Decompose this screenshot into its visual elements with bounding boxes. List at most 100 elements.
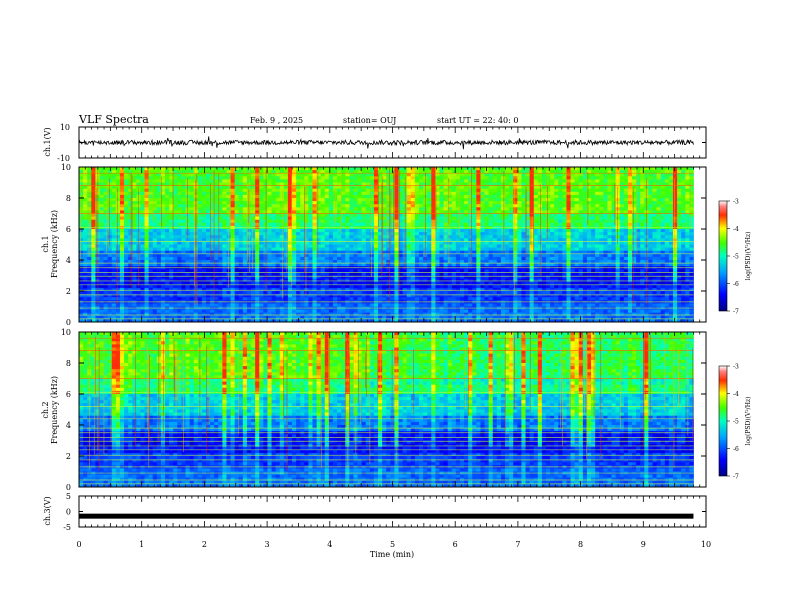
spectrogram-cell (238, 213, 244, 217)
spectrogram-cell (554, 229, 559, 233)
spectrogram-cell (468, 170, 473, 174)
spectrogram-cell (332, 247, 338, 252)
spectrogram-cell (210, 250, 215, 255)
spectrogram-cell (398, 201, 404, 205)
spectrogram-cell (189, 188, 195, 193)
spectrogram-cell (570, 253, 576, 258)
spectrogram-cell (83, 219, 88, 224)
spectrogram-cell (378, 235, 383, 239)
spectrogram-cell (472, 216, 477, 221)
spectrogram-cell (79, 216, 84, 221)
spectrogram-cell (545, 182, 551, 186)
spectrogram-cell (488, 213, 494, 217)
spectrogram-cell (177, 219, 182, 224)
spectrogram-cell (324, 241, 330, 245)
spectrogram-cell (361, 182, 367, 186)
spectrogram-cell (83, 213, 88, 217)
spectrogram-cell (603, 213, 608, 217)
spectrogram-cell (312, 213, 317, 217)
spectrogram-cell (222, 207, 227, 211)
spectrogram-cell (345, 222, 350, 227)
spectrogram-cell (197, 188, 203, 193)
spectrogram-cell (595, 167, 600, 171)
spectrogram-cell (410, 247, 416, 252)
spectrogram-cell (500, 179, 506, 183)
spectrogram-cell (79, 201, 84, 205)
spectrogram-cell (685, 182, 690, 186)
spectrogram-cell (369, 191, 375, 196)
spectrogram-cell (300, 201, 305, 205)
spectrogram-cell (177, 216, 182, 221)
spectrogram-cell (394, 250, 399, 255)
spectrogram-cell (324, 247, 330, 252)
spectrogram-cell (128, 201, 133, 205)
spectrogram-cell (173, 235, 178, 239)
spectrogram-cell (566, 216, 571, 221)
spectrogram-cell (87, 176, 92, 180)
spectrogram-cell (447, 179, 453, 183)
spectrogram-cell (513, 238, 518, 242)
spectrogram-cell (87, 198, 92, 202)
spectrogram-cell (492, 219, 498, 224)
spectrogram-cell (111, 235, 117, 239)
spectrogram-cell (484, 241, 490, 245)
spectrogram-cell (189, 232, 195, 236)
spectrogram-cell (287, 247, 293, 252)
spectrogram-cell (308, 170, 313, 174)
spectrogram-cell (627, 173, 633, 177)
spectrogram-cell (517, 194, 522, 199)
spectrogram-cell (152, 167, 158, 171)
spectrogram-cell (410, 222, 416, 227)
spectrogram-cell (632, 182, 637, 186)
spectrogram-cell (324, 173, 330, 177)
spectrogram-cell (664, 229, 670, 233)
spectrogram-cell (521, 229, 526, 233)
spectrogram-cell (259, 247, 264, 252)
spectrogram-cell (459, 210, 465, 214)
spectrogram-cell (173, 194, 178, 199)
spectrogram-cell (222, 219, 227, 224)
spectrogram-cell (685, 179, 690, 183)
spectrogram-cell (148, 219, 154, 224)
spectrogram-cell (640, 235, 645, 239)
spectrogram-cell (431, 188, 436, 193)
spectrogram-cell (124, 188, 129, 193)
spectrogram-cell (640, 194, 645, 199)
spectrogram-cell (304, 167, 309, 171)
spectrogram-cell (83, 188, 88, 193)
spectrogram-cell (238, 179, 244, 183)
spectrogram-cell (205, 191, 211, 196)
spectrogram-cell (197, 256, 203, 261)
spectrogram-cell (455, 167, 461, 171)
spectrogram-cell (656, 213, 662, 217)
spectrogram-cell (246, 185, 252, 190)
spectrogram-cell (99, 185, 104, 190)
spectrogram-cell (562, 201, 567, 205)
spectrogram-cell (300, 170, 305, 174)
spectrogram-cell (525, 213, 531, 217)
spectrogram-cell (91, 167, 96, 171)
spectrogram-cell (677, 250, 682, 255)
spectrogram-cell (144, 176, 150, 180)
spectrogram-cell (402, 170, 408, 174)
spectrogram-cell (459, 194, 465, 199)
spectrogram-cell (554, 176, 559, 180)
spectrogram-cell (222, 210, 227, 214)
spectrogram-cell (468, 201, 473, 205)
spectrogram-cell (341, 207, 346, 211)
spectrogram-cell (267, 219, 272, 224)
spectrogram-cell (603, 263, 608, 267)
spectrogram-cell (357, 260, 363, 264)
spectrogram-cell (414, 179, 420, 183)
spectrogram-cell (320, 260, 326, 264)
spectrogram-cell (595, 198, 600, 202)
spectrogram-cell (525, 179, 531, 183)
spectrogram-cell (214, 176, 219, 180)
spectrogram-cell (632, 188, 637, 193)
spectrogram-cell (345, 167, 350, 171)
spectrogram-cell (566, 188, 571, 193)
spectrogram-cell (292, 250, 297, 255)
spectrogram-cell (279, 188, 285, 193)
spectrogram-cell (357, 185, 363, 190)
spectrogram-cell (189, 263, 195, 267)
